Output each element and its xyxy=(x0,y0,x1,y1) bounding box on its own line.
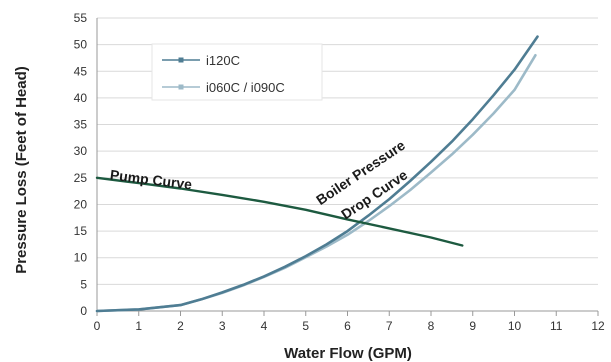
x-tick-label-10: 10 xyxy=(508,319,522,333)
x-tick-label-11: 11 xyxy=(550,319,563,333)
x-tick-label-2: 2 xyxy=(177,319,184,333)
y-tick-label-50: 50 xyxy=(74,38,88,52)
y-tick-label-0: 0 xyxy=(80,304,87,318)
series-line-i120c xyxy=(95,35,539,313)
x-tick-label-9: 9 xyxy=(469,319,476,333)
legend-box xyxy=(151,43,323,101)
y-tick-label-30: 30 xyxy=(74,144,88,158)
legend-label-i060c-i090c: i060C / i090C xyxy=(206,80,285,95)
x-tick-label-5: 5 xyxy=(302,319,309,333)
series-line-pump-curve xyxy=(95,176,464,247)
x-tick-label-7: 7 xyxy=(386,319,393,333)
y-tick-label-10: 10 xyxy=(74,251,88,265)
x-tick-label-6: 6 xyxy=(344,319,351,333)
y-tick-label-40: 40 xyxy=(74,91,88,105)
x-tick-label-8: 8 xyxy=(428,319,435,333)
legend-label-i120c: i120C xyxy=(206,53,240,68)
x-tick-label-4: 4 xyxy=(261,319,268,333)
annotation-pump-curve: Pump Curve xyxy=(109,166,193,192)
legend-marker-i120c xyxy=(178,57,184,63)
legend-marker-i060c-i090c xyxy=(178,84,184,90)
y-axis-title: Pressure Loss (Feet of Head) xyxy=(13,66,30,274)
legend: i120C i060C / i090C xyxy=(151,43,323,101)
y-tick-label-15: 15 xyxy=(74,224,88,238)
y-tick-label-5: 5 xyxy=(80,277,87,291)
x-tick-label-0: 0 xyxy=(94,319,101,333)
y-tick-label-20: 20 xyxy=(74,197,88,211)
x-tick-label-12: 12 xyxy=(591,319,605,333)
x-tick-label-1: 1 xyxy=(135,319,142,333)
x-tick-label-3: 3 xyxy=(219,319,226,333)
y-tick-label-55: 55 xyxy=(74,11,88,25)
y-tick-label-45: 45 xyxy=(74,64,88,78)
grid-lines xyxy=(97,17,598,285)
y-tick-label-25: 25 xyxy=(74,171,88,185)
y-tick-label-35: 35 xyxy=(74,118,88,132)
series-lines xyxy=(95,35,539,313)
x-axis-title: Water Flow (GPM) xyxy=(284,345,412,362)
